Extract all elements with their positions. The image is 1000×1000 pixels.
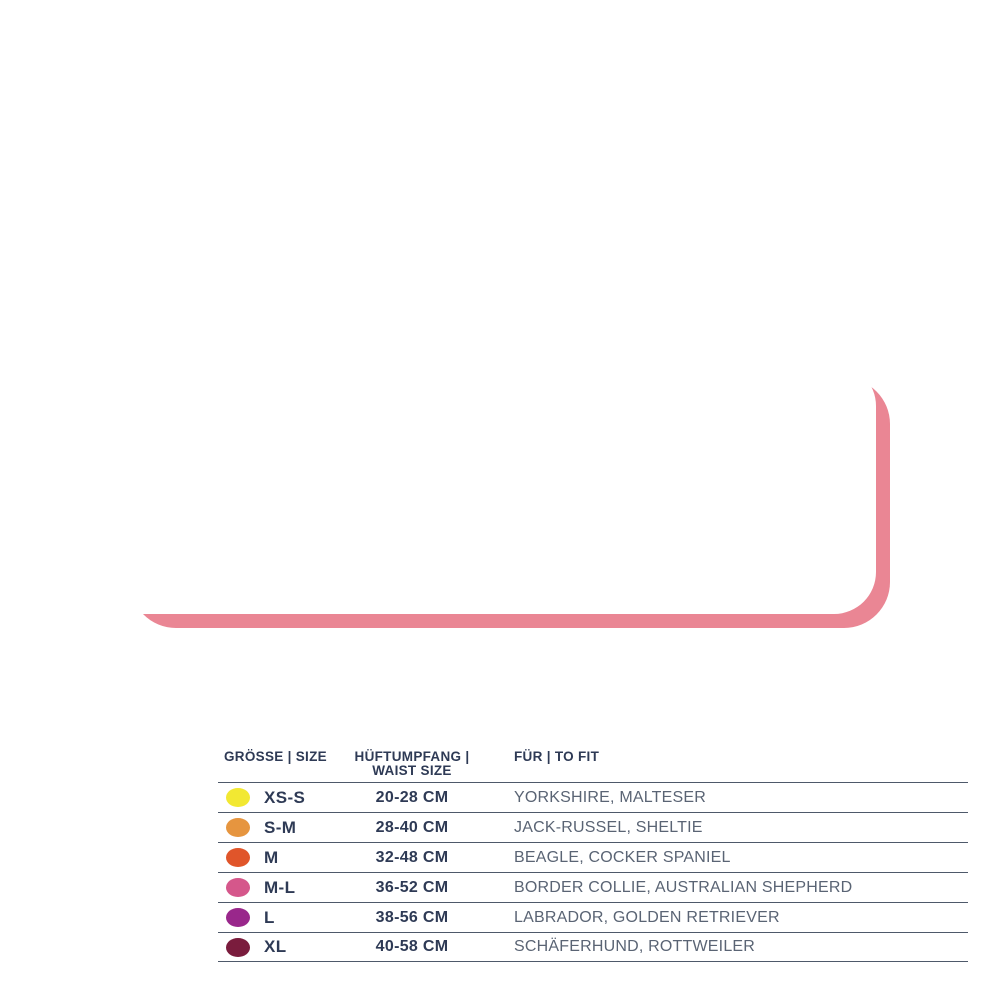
header-waist-line1: HÜFTUMPFANG |: [354, 749, 470, 764]
table-row: XL 40-58 CM SCHÄFERHUND, ROTTWEILER: [218, 932, 968, 962]
waist-size-value: 40-58 CM: [375, 938, 449, 955]
size-cell: XL: [218, 937, 350, 957]
size-cell: L: [218, 908, 350, 928]
size-label: L: [264, 907, 275, 927]
header-waist-column: HÜFTUMPFANG | WAIST SIZE: [350, 750, 474, 778]
to-fit-breeds: YORKSHIRE, MALTESER: [514, 788, 706, 806]
header-size-column: GRÖSSE | SIZE: [224, 749, 327, 764]
to-fit-breeds: SCHÄFERHUND, ROTTWEILER: [514, 938, 756, 955]
header-to-fit-column: FÜR | TO FIT: [514, 749, 600, 764]
size-label: S-M: [264, 817, 297, 837]
size-label: XS-S: [264, 787, 306, 807]
size-label: XL: [264, 937, 287, 956]
size-cell: M: [218, 848, 350, 868]
size-label: M: [264, 847, 279, 867]
to-fit-breeds: LABRADOR, GOLDEN RETRIEVER: [514, 908, 780, 926]
table-row: M 32-48 CM BEAGLE, COCKER SPANIEL: [218, 842, 968, 872]
waist-size-value: 36-52 CM: [375, 878, 449, 896]
to-fit-breeds: JACK-RUSSEL, SHELTIE: [514, 818, 703, 836]
header-waist-line2: WAIST SIZE: [372, 763, 452, 778]
size-color-dot-icon: [226, 848, 250, 867]
size-cell: M-L: [218, 878, 350, 898]
size-cell: XS-S: [218, 788, 350, 808]
size-cell: S-M: [218, 818, 350, 838]
size-label: M-L: [264, 877, 296, 897]
waist-size-value: 20-28 CM: [375, 788, 449, 806]
table-row: M-L 36-52 CM BORDER COLLIE, AUSTRALIAN S…: [218, 872, 968, 902]
size-color-dot-icon: [226, 908, 250, 927]
table-row: XS-S 20-28 CM YORKSHIRE, MALTESER: [218, 782, 968, 812]
table-row: S-M 28-40 CM JACK-RUSSEL, SHELTIE: [218, 812, 968, 842]
waist-size-value: 32-48 CM: [375, 848, 449, 866]
waist-size-value: 38-56 CM: [375, 908, 449, 926]
size-color-dot-icon: [226, 818, 250, 837]
to-fit-breeds: BORDER COLLIE, AUSTRALIAN SHEPHERD: [514, 878, 853, 896]
size-chart-card: GRÖSSE | SIZE HÜFTUMPFANG | WAIST SIZE F…: [96, 364, 968, 962]
size-table: GRÖSSE | SIZE HÜFTUMPFANG | WAIST SIZE F…: [218, 748, 968, 962]
table-header-row: GRÖSSE | SIZE HÜFTUMPFANG | WAIST SIZE F…: [218, 748, 968, 782]
to-fit-breeds: BEAGLE, COCKER SPANIEL: [514, 848, 731, 866]
table-row: L 38-56 CM LABRADOR, GOLDEN RETRIEVER: [218, 902, 968, 932]
size-color-dot-icon: [226, 937, 250, 957]
size-color-dot-icon: [226, 788, 250, 807]
size-color-dot-icon: [226, 878, 250, 897]
waist-size-value: 28-40 CM: [375, 818, 449, 836]
